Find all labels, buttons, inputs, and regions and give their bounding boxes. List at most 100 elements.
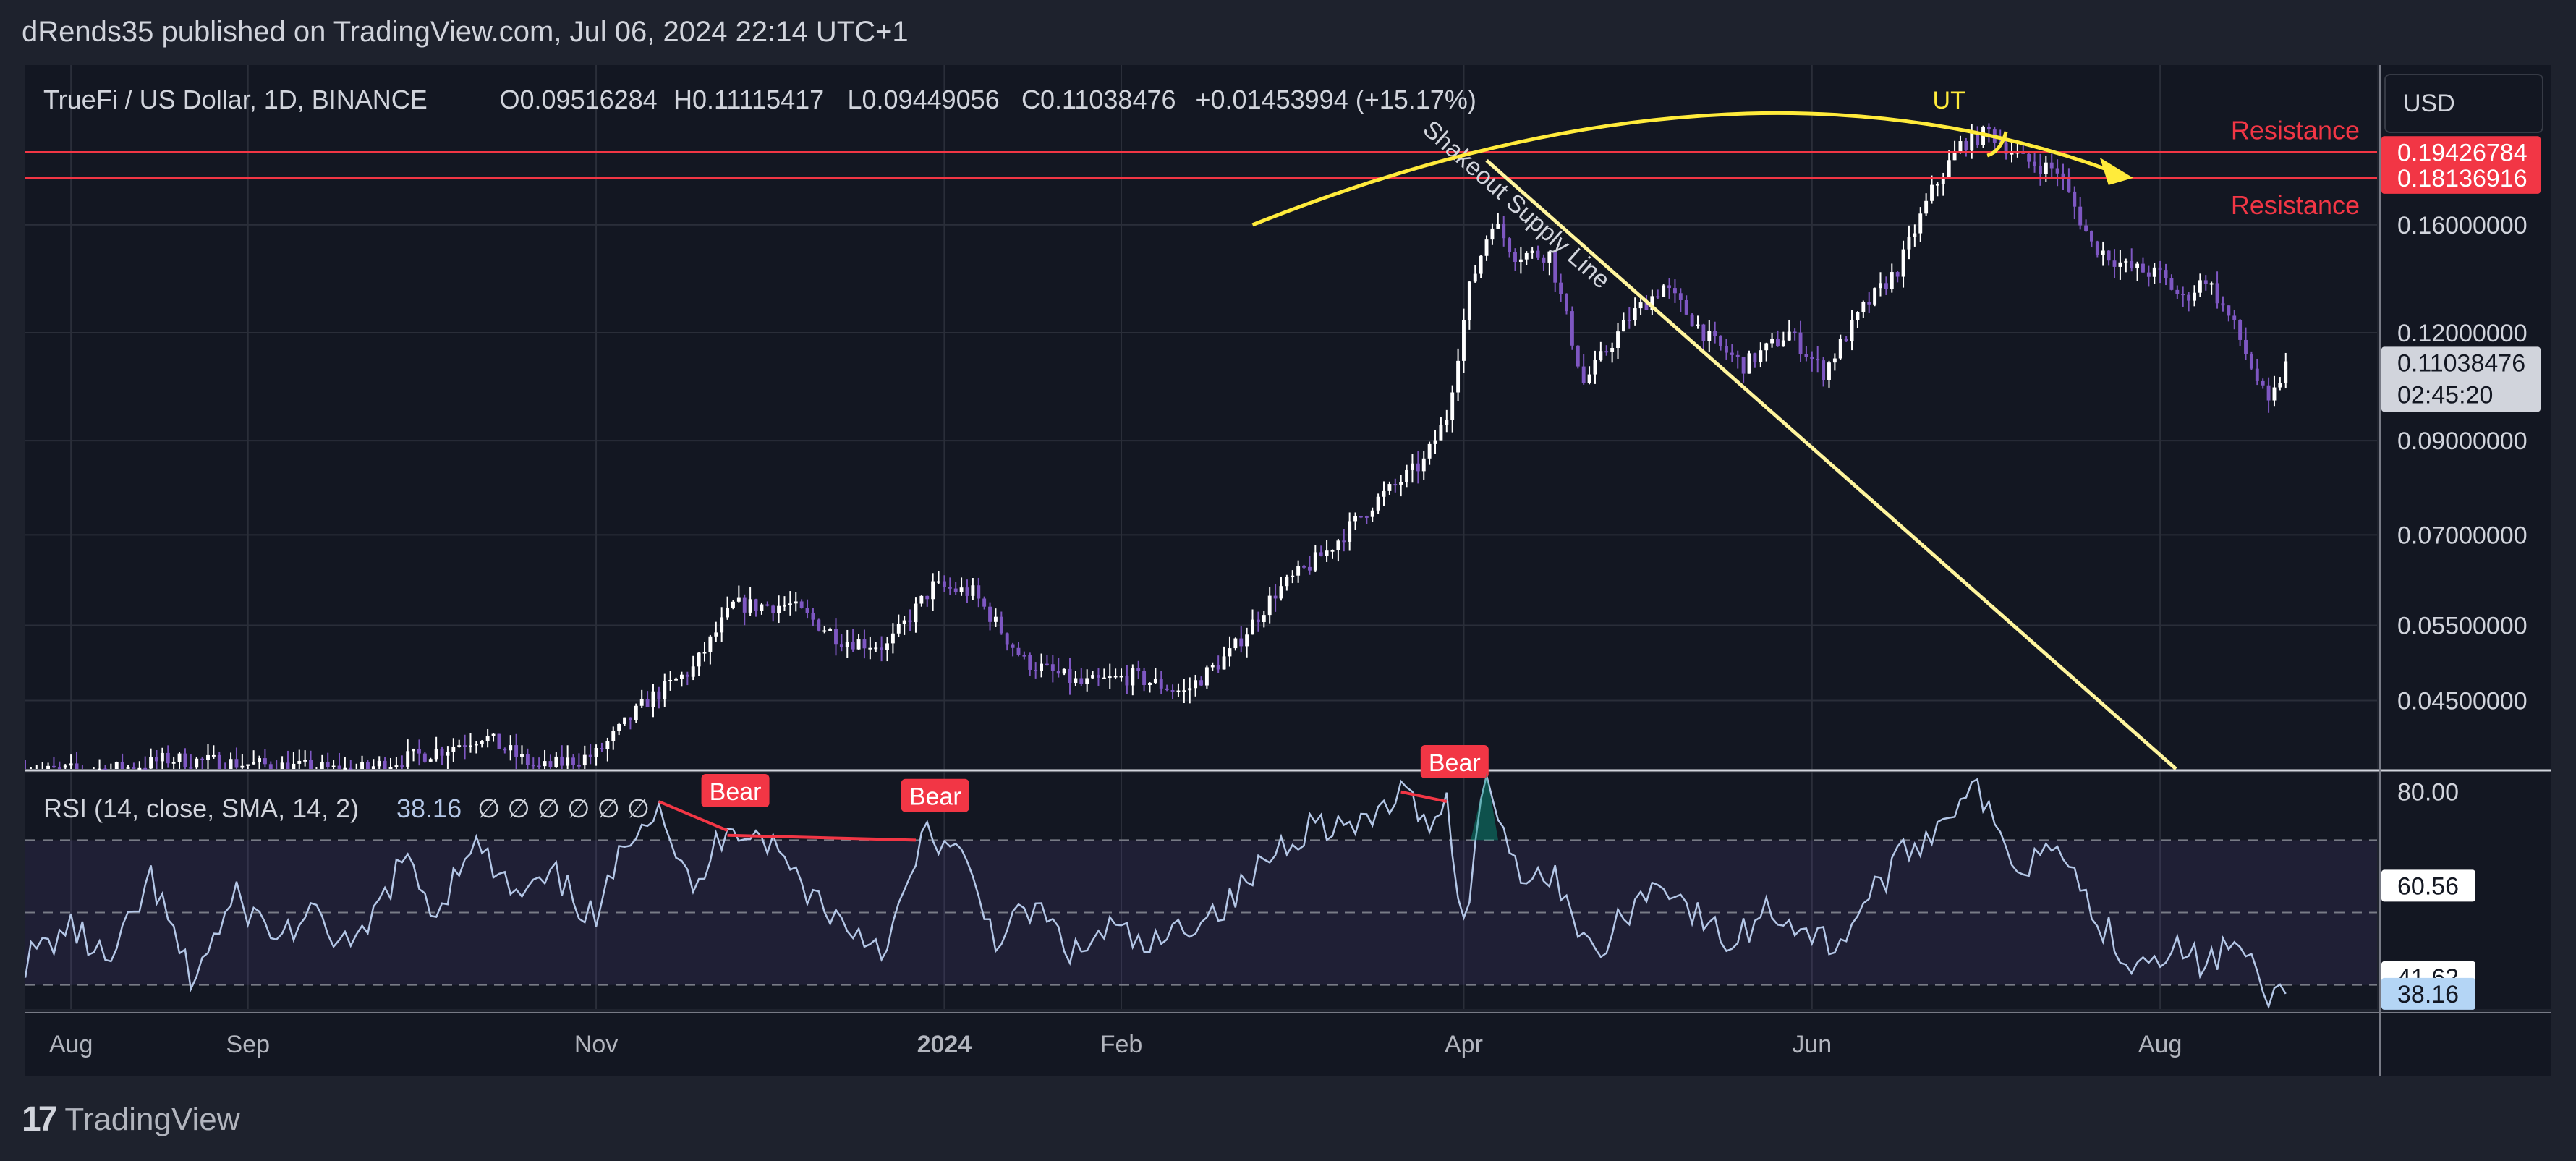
candle-body (1040, 663, 1044, 671)
price-label-text: 0.18136916 (2397, 165, 2528, 192)
bear-label-text: Bear (710, 778, 762, 806)
candle-body (229, 759, 233, 769)
candle-body (2027, 153, 2031, 162)
candle-body (1913, 233, 1917, 237)
candle-body (1747, 353, 1751, 374)
candle-body (155, 757, 158, 762)
x-tick-label: Sep (226, 1031, 270, 1058)
candle-body (1291, 575, 1295, 577)
candle-body (651, 691, 655, 707)
candle-body (531, 765, 535, 767)
candle-body (1267, 595, 1272, 616)
candle-body (57, 767, 61, 770)
rsi-value-label-box (2381, 977, 2475, 1010)
candle-body (1542, 257, 1546, 263)
candle-body (1113, 676, 1118, 678)
candle-body (1233, 638, 1238, 649)
candle-body (1456, 360, 1461, 393)
ut-hook-mark (1986, 131, 2008, 158)
candle-body (1502, 224, 1506, 239)
x-tick-label: Feb (1100, 1031, 1143, 1058)
candle-body (1770, 339, 1774, 344)
candle-body (1148, 682, 1152, 686)
candle-body (52, 765, 56, 768)
candle-body (2272, 387, 2277, 401)
candle-body (1559, 282, 1563, 294)
candle-body (1256, 619, 1260, 623)
bear-divergence-line (1400, 790, 1448, 803)
yellow-arc[interactable] (1251, 111, 2127, 227)
candle-body (412, 749, 416, 752)
bear-label-box (701, 774, 770, 808)
candle-body (1707, 331, 1712, 341)
candle-body (1239, 638, 1244, 647)
candle-body (605, 741, 610, 749)
y-tick-label: 0.16000000 (2397, 212, 2528, 239)
candle-body (805, 608, 809, 613)
candle-body (349, 767, 353, 770)
candle-body (2278, 383, 2282, 388)
candle-body (760, 604, 764, 611)
candle-body (811, 613, 815, 620)
arc-arrow-head-icon (2099, 157, 2133, 185)
candle-body (428, 759, 433, 762)
candle-body (1005, 633, 1009, 645)
candle-body (388, 767, 393, 769)
candle-body (1690, 314, 1694, 326)
candle-body (337, 765, 341, 769)
candle-body (1153, 679, 1157, 683)
candle-body (880, 647, 884, 650)
candle-body (183, 753, 187, 767)
candle-body (1599, 351, 1603, 360)
candle-body (1079, 678, 1084, 684)
currency-selector[interactable]: USD (2384, 74, 2543, 133)
supply-trend-line[interactable] (1485, 158, 2177, 770)
tradingview-logo-icon: 17 (22, 1100, 57, 1139)
candle-body (120, 762, 124, 769)
candle-body (720, 617, 724, 633)
candle-body (1370, 510, 1374, 517)
candle-body (326, 762, 330, 767)
candle-body (1097, 675, 1100, 678)
candle-body (286, 762, 290, 769)
candle-body (623, 717, 626, 724)
candle-body (1376, 496, 1380, 511)
candle-body (628, 717, 632, 720)
candle-body (1473, 273, 1477, 282)
candle-body (1045, 663, 1049, 665)
candle-body (588, 754, 592, 757)
rsi-extra-values: ∅ ∅ ∅ ∅ ∅ ∅ (477, 794, 650, 823)
tradingview-logo[interactable]: 17 TradingView (22, 1100, 240, 1139)
candle-body (1672, 288, 1677, 294)
candle-body (1496, 224, 1500, 229)
candle-body (457, 745, 462, 747)
rsi-line[interactable] (24, 775, 2287, 1010)
candle-body (748, 599, 752, 613)
candle-body (149, 757, 153, 769)
candle-body (1262, 615, 1266, 623)
candle-body (736, 597, 741, 602)
candle-body (931, 581, 935, 600)
candle-body (1433, 440, 1437, 444)
candle-body (446, 752, 450, 756)
candle-body (1279, 586, 1283, 599)
candle-body (1194, 680, 1198, 689)
candle-body (434, 749, 438, 760)
candle-body (1986, 127, 1991, 130)
candle-body (1479, 255, 1483, 274)
candle-body (783, 605, 786, 607)
candle-body (1656, 296, 1660, 298)
candle-body (1513, 252, 1517, 263)
candle-body (777, 605, 781, 613)
candle-body (234, 759, 239, 768)
x-tick-label: Aug (2138, 1031, 2182, 1058)
candle-body (474, 744, 478, 746)
candle-body (166, 752, 170, 764)
candle-body (925, 595, 930, 600)
candle-body (885, 643, 889, 650)
candle-body (1650, 296, 1654, 310)
candle-body (1895, 272, 1900, 277)
candle-body (1861, 302, 1866, 312)
candle-body (1016, 647, 1021, 655)
